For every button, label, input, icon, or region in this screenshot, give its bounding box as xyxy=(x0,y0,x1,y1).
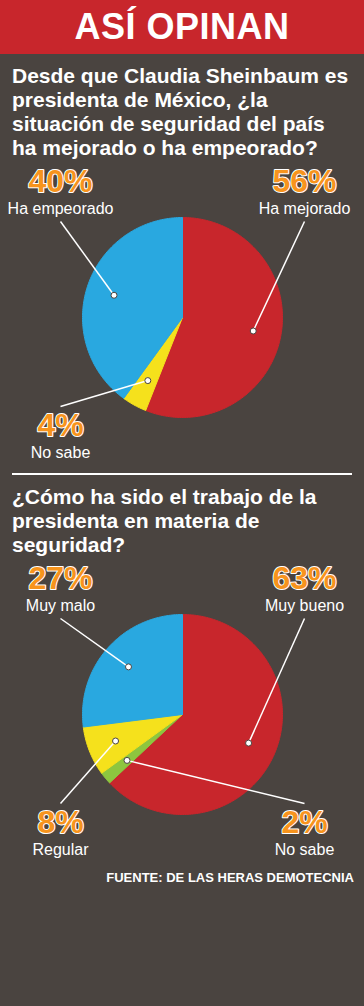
svg-text:56%: 56% xyxy=(272,163,336,199)
svg-text:40%: 40% xyxy=(28,163,92,199)
svg-text:No sabe: No sabe xyxy=(275,841,335,858)
html-text:Desde que Claudia Sheinbaum es: Desde que Claudia Sheinbaum es president… xyxy=(12,64,349,159)
svg-text:8%: 8% xyxy=(37,804,83,840)
svg-text:4%: 4% xyxy=(37,407,83,443)
html-text:¿Cómo ha sido el trabajo de la: ¿Cómo ha sido el trabajo de la president… xyxy=(12,485,317,556)
html-text:ASÍ OPINAN: ASÍ OPINAN xyxy=(74,6,290,47)
svg-text:27%: 27% xyxy=(28,560,92,596)
svg-text:Muy bueno: Muy bueno xyxy=(265,597,344,614)
svg-text:Ha empeorado: Ha empeorado xyxy=(8,200,114,217)
svg-text:Ha mejorado: Ha mejorado xyxy=(259,200,351,217)
svg-text:No sabe: No sabe xyxy=(31,444,91,461)
html-text:FUENTE: DE LAS HERAS DEMOTECNI: FUENTE: DE LAS HERAS DEMOTECNIA xyxy=(106,870,354,885)
svg-text:63%: 63% xyxy=(272,560,336,596)
svg-text:Regular: Regular xyxy=(32,841,89,858)
svg-text:2%: 2% xyxy=(281,804,327,840)
svg-text:Muy malo: Muy malo xyxy=(26,597,95,614)
